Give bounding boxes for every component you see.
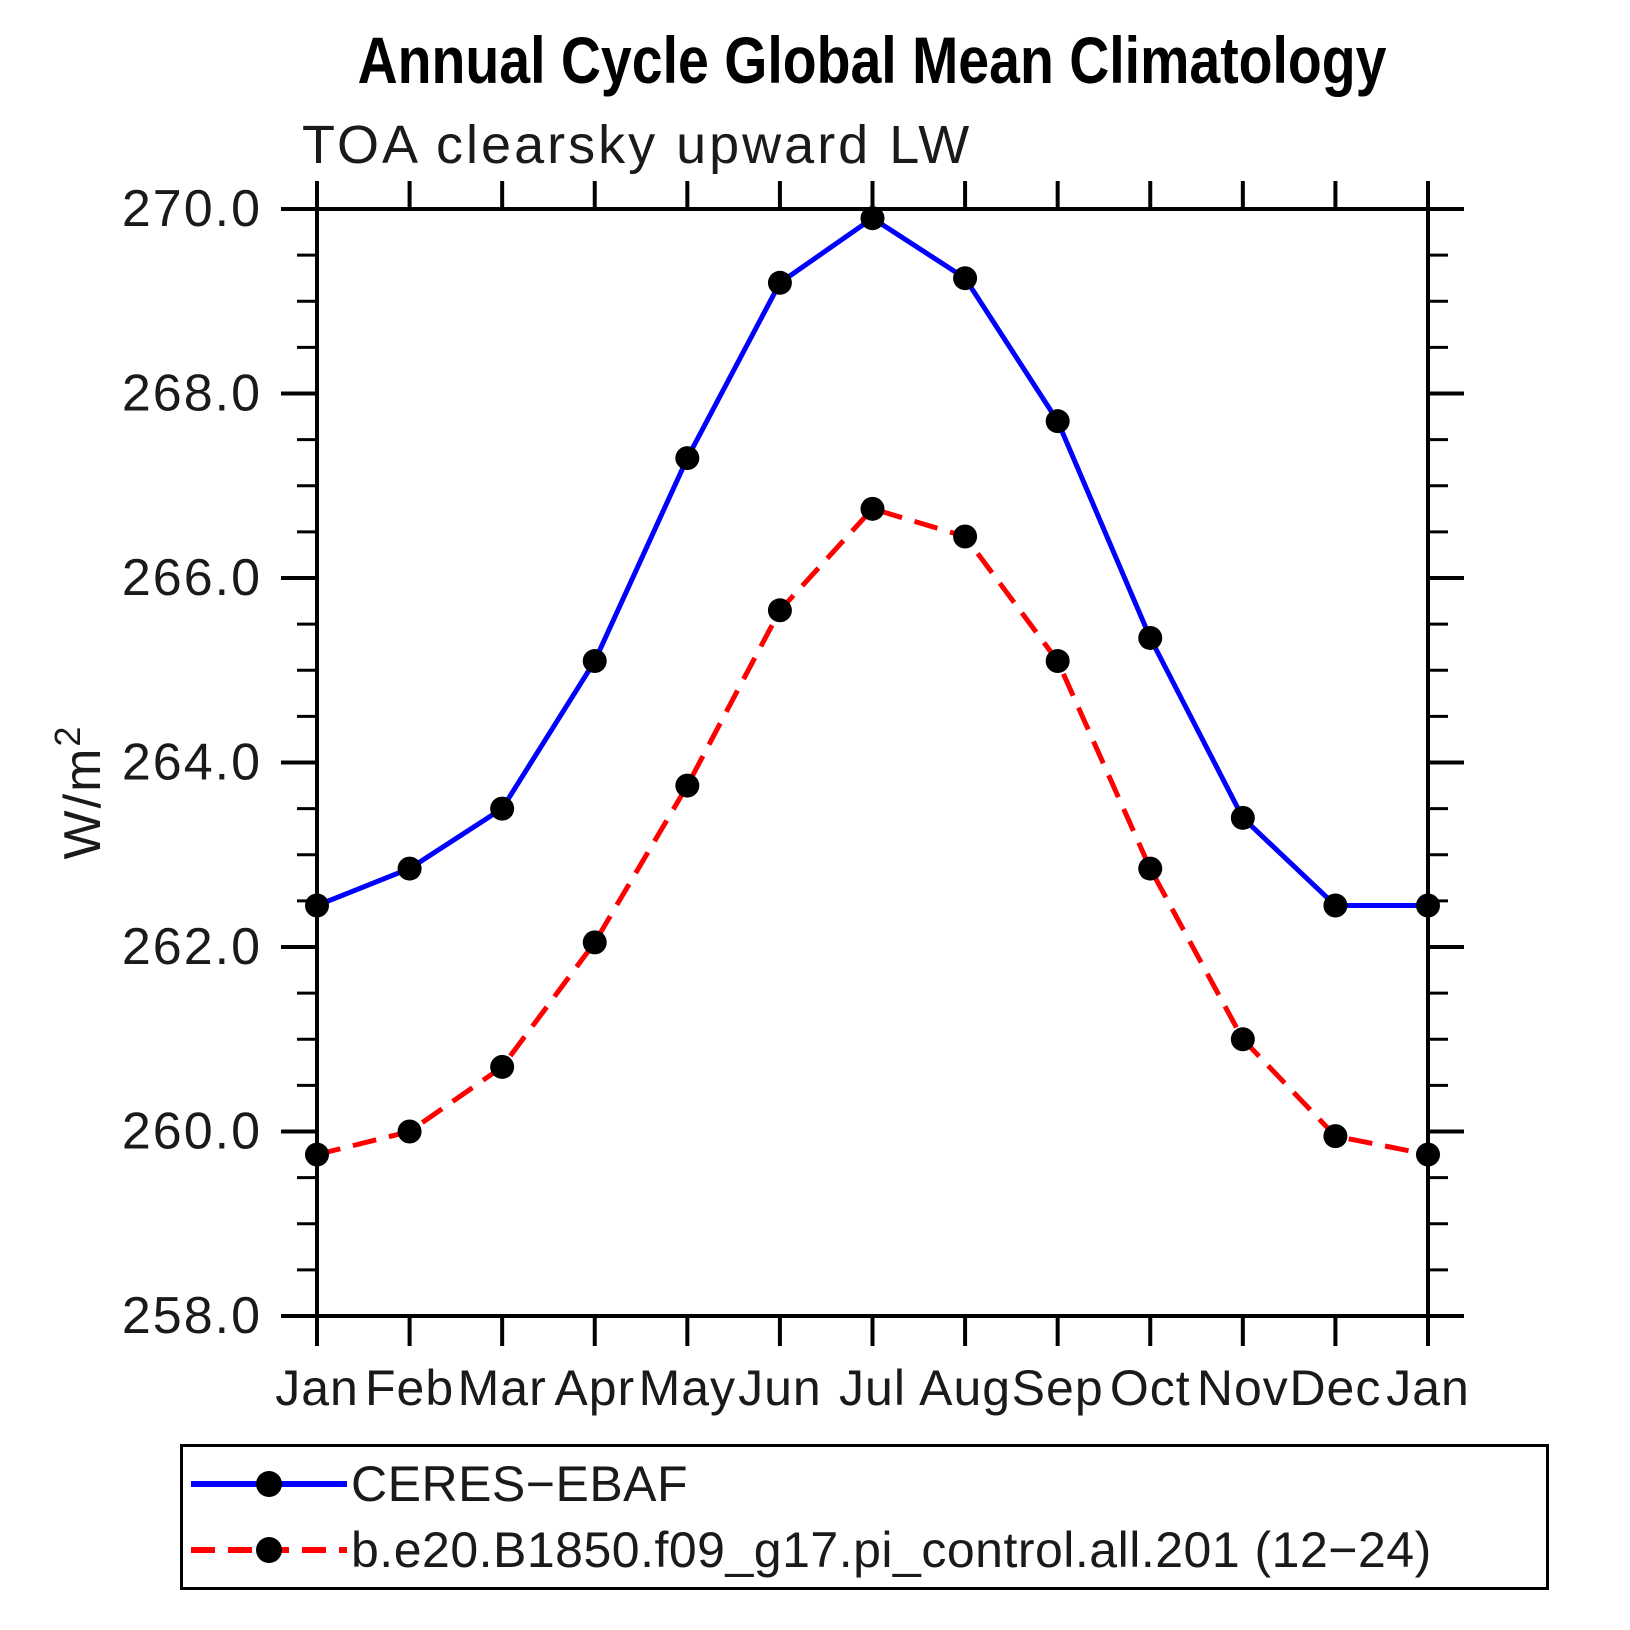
- data-point-marker: [1323, 893, 1348, 918]
- data-point-marker: [1323, 1124, 1348, 1149]
- data-point-marker: [1138, 625, 1163, 650]
- series-line-0: [316, 215, 1428, 908]
- data-point-marker: [305, 893, 329, 918]
- x-axis-tick-label: Jan: [1386, 1360, 1470, 1416]
- x-axis-tick-label: Feb: [365, 1360, 454, 1416]
- data-point-marker: [860, 496, 885, 521]
- data-point-marker: [1416, 1142, 1440, 1167]
- data-point-marker: [1230, 1027, 1255, 1052]
- legend-line-sample: [191, 1537, 347, 1564]
- x-axis-tick-label: Jul: [839, 1360, 906, 1416]
- x-axis-tick-label: Aug: [919, 1360, 1011, 1416]
- data-point-marker: [1416, 893, 1440, 918]
- data-point-marker: [1045, 649, 1070, 674]
- y-axis-tick-label: 266.0: [122, 549, 262, 607]
- y-axis-title: W/m2: [47, 725, 112, 860]
- legend-line-sample: [191, 1470, 347, 1497]
- y-axis-tick-label: 258.0: [122, 1287, 262, 1345]
- x-axis-tick-label: Dec: [1289, 1360, 1381, 1416]
- legend: CERES−EBAF b.e20.B1850.f09_g17.pi_control…: [180, 1444, 1549, 1590]
- x-axis-tick-label: Mar: [458, 1360, 547, 1416]
- y-axis-tick-label: 264.0: [122, 734, 262, 792]
- data-point-marker: [1230, 805, 1255, 830]
- series-line-1: [316, 505, 1429, 1158]
- y-axis-tick-label: 270.0: [122, 180, 262, 238]
- data-point-marker: [490, 1054, 515, 1079]
- data-point-marker: [305, 1142, 329, 1167]
- chart-title: Annual Cycle Global Mean Climatology: [357, 23, 1387, 97]
- legend-marker-dot: [256, 1470, 282, 1497]
- data-point-marker: [953, 524, 978, 549]
- data-point-marker: [397, 1119, 422, 1144]
- legend-marker-dot: [256, 1537, 282, 1564]
- legend-item: b.e20.B1850.f09_g17.pi_control.all.201 (…: [187, 1520, 1546, 1580]
- y-axis-tick-label: 260.0: [122, 1103, 262, 1161]
- data-point-marker: [582, 649, 607, 674]
- data-point-marker: [860, 206, 885, 231]
- legend-item: CERES−EBAF: [187, 1454, 1546, 1514]
- x-axis-tick-label: Jan: [275, 1360, 359, 1416]
- data-point-marker: [397, 856, 422, 881]
- data-point-marker: [582, 930, 607, 955]
- x-axis-tick-label: Nov: [1197, 1360, 1289, 1416]
- data-point-marker: [1045, 409, 1070, 434]
- y-axis-tick-label: 262.0: [122, 918, 262, 976]
- data-point-marker: [767, 270, 792, 295]
- data-point-marker: [675, 446, 700, 471]
- plot-frame: [315, 207, 1430, 1318]
- x-axis-tick-label: Jun: [738, 1360, 822, 1416]
- y-axis-tick-label: 268.0: [122, 365, 262, 423]
- legend-label: CERES−EBAF: [351, 1455, 689, 1512]
- x-axis-tick-label: Oct: [1110, 1360, 1191, 1416]
- x-axis-tick-label: Sep: [1012, 1360, 1104, 1416]
- data-point-marker: [767, 598, 792, 623]
- x-axis-tick-label: May: [639, 1360, 736, 1416]
- data-point-marker: [675, 773, 700, 798]
- data-point-marker: [490, 796, 515, 821]
- data-point-marker: [1138, 856, 1163, 881]
- legend-label: b.e20.B1850.f09_g17.pi_control.all.201 (…: [351, 1522, 1432, 1579]
- x-axis-tick-label: Apr: [554, 1360, 635, 1416]
- chart-subtitle: TOA clearsky upward LW: [302, 115, 973, 175]
- data-point-marker: [953, 266, 978, 291]
